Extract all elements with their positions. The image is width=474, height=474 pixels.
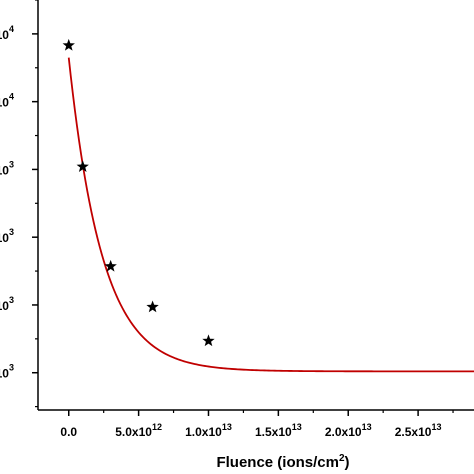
- x-axis-title: Fluence (ions/cm2): [216, 453, 349, 471]
- x-tick-exponent: 13: [431, 422, 441, 432]
- x-tick-mantissa: 2.0x10: [325, 425, 362, 439]
- y-tick-label: 104: [0, 92, 14, 110]
- y-tick-mantissa: 10: [0, 96, 9, 110]
- y-tick-label: 104: [0, 24, 14, 42]
- data-point-star: [76, 160, 89, 172]
- x-tick-label: 2.5x1013: [395, 422, 442, 439]
- data-point-star: [202, 334, 215, 347]
- x-tick-exponent: 13: [222, 422, 232, 432]
- y-tick-exponent: 3: [9, 227, 14, 237]
- y-tick-exponent: 4: [9, 24, 14, 34]
- x-tick-exponent: 13: [362, 422, 372, 432]
- data-point-star: [62, 38, 75, 51]
- x-tick-exponent: 13: [292, 422, 302, 432]
- y-tick-label: 103: [0, 159, 14, 177]
- data-point-star: [146, 300, 159, 313]
- data-point-star: [104, 259, 117, 272]
- y-tick-mantissa: 10: [0, 231, 9, 245]
- x-tick-exponent: 12: [152, 422, 162, 432]
- y-tick-mantissa: 10: [0, 163, 9, 177]
- x-tick-mantissa: 2.5x10: [395, 425, 432, 439]
- fit-curve-layer: [67, 57, 474, 373]
- y-tick-mantissa: 10: [0, 299, 9, 313]
- y-tick-exponent: 4: [9, 92, 14, 102]
- x-tick-label: 1.0x1013: [185, 422, 232, 439]
- y-tick-label: 103: [0, 227, 14, 245]
- plot-frame: [37, 0, 474, 411]
- x-tick-mantissa: 1.0x10: [185, 425, 222, 439]
- y-tick-mantissa: 10: [0, 28, 9, 42]
- fit-curve: [67, 57, 474, 373]
- x-tick-label: 0.0: [60, 425, 77, 439]
- axis-ticks: 0.0 5.0x1012 1.0x1013 1.5x1013 2.0x1013 2.5x1…: [0, 0, 454, 439]
- x-tick-mantissa: 1.5x10: [255, 425, 292, 439]
- y-tick-label: 103: [0, 295, 14, 313]
- y-tick-exponent: 3: [9, 295, 14, 305]
- y-tick-exponent: 3: [9, 159, 14, 169]
- y-tick-exponent: 3: [9, 363, 14, 373]
- x-tick-label: 2.0x1013: [325, 422, 372, 439]
- data-points-layer: [62, 38, 215, 347]
- y-tick-mantissa: 10: [0, 367, 9, 381]
- x-tick-label: 5.0x1012: [115, 422, 162, 439]
- x-tick-label: 1.5x1013: [255, 422, 302, 439]
- x-tick-mantissa: 5.0x10: [115, 425, 152, 439]
- y-tick-label: 103: [0, 363, 14, 381]
